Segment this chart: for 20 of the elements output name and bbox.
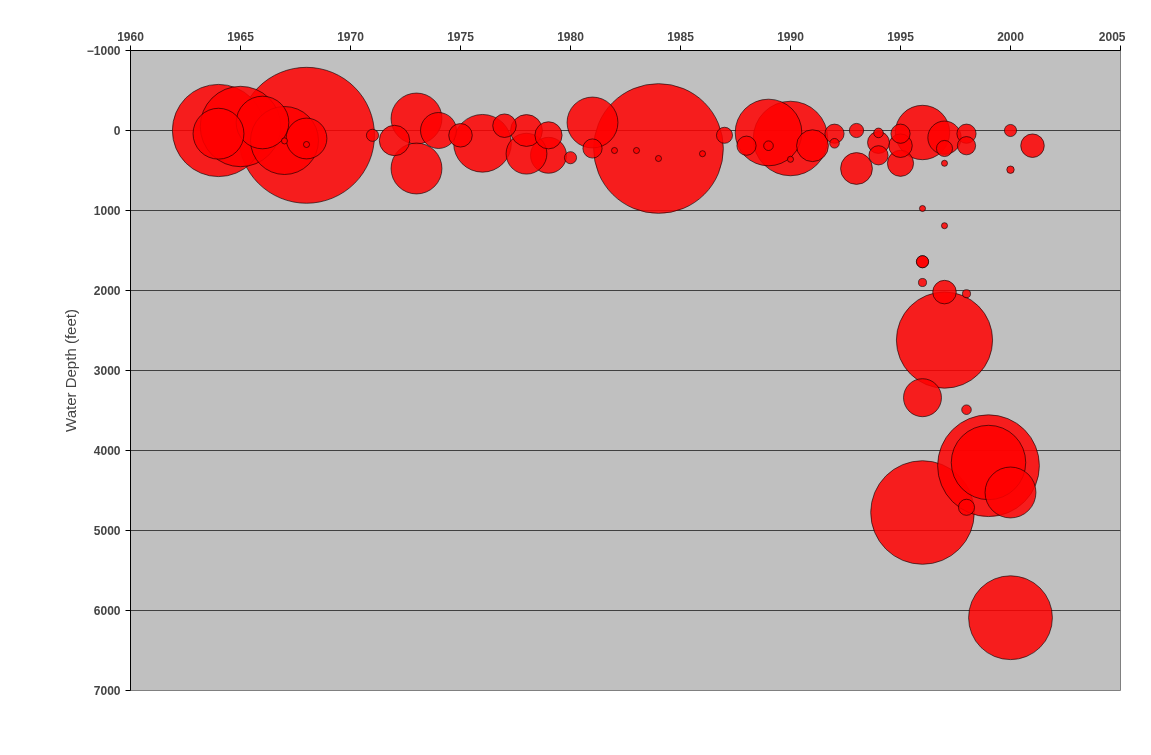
y-tick-label: 1000 xyxy=(93,204,121,218)
y-tick-label: 7000 xyxy=(93,684,121,698)
x-tick-label: 1980 xyxy=(557,29,585,44)
x-tick-label: 2000 xyxy=(997,29,1025,44)
x-tick-label: 1975 xyxy=(447,29,475,44)
y-axis-title: Water Depth (feet) xyxy=(61,309,79,432)
x-tick-label: 1970 xyxy=(337,29,365,44)
y-tick-label: 2000 xyxy=(93,284,121,298)
x-tick-label: 2005 xyxy=(1098,29,1126,44)
x-tick-label: 1960 xyxy=(117,29,145,44)
y-tick-label: 5000 xyxy=(93,524,121,538)
x-tick-label: 1985 xyxy=(667,29,695,44)
x-tick-label: 1990 xyxy=(777,29,805,44)
x-tick-label: 1965 xyxy=(227,29,255,44)
y-tick-label: 0 xyxy=(113,124,121,138)
y-tick-label: 6000 xyxy=(93,604,121,618)
y-tick-label: 4000 xyxy=(93,444,121,458)
y-tick-label: −1000 xyxy=(86,44,121,58)
y-tick-label: 3000 xyxy=(93,364,121,378)
x-tick-label: 1995 xyxy=(887,29,915,44)
